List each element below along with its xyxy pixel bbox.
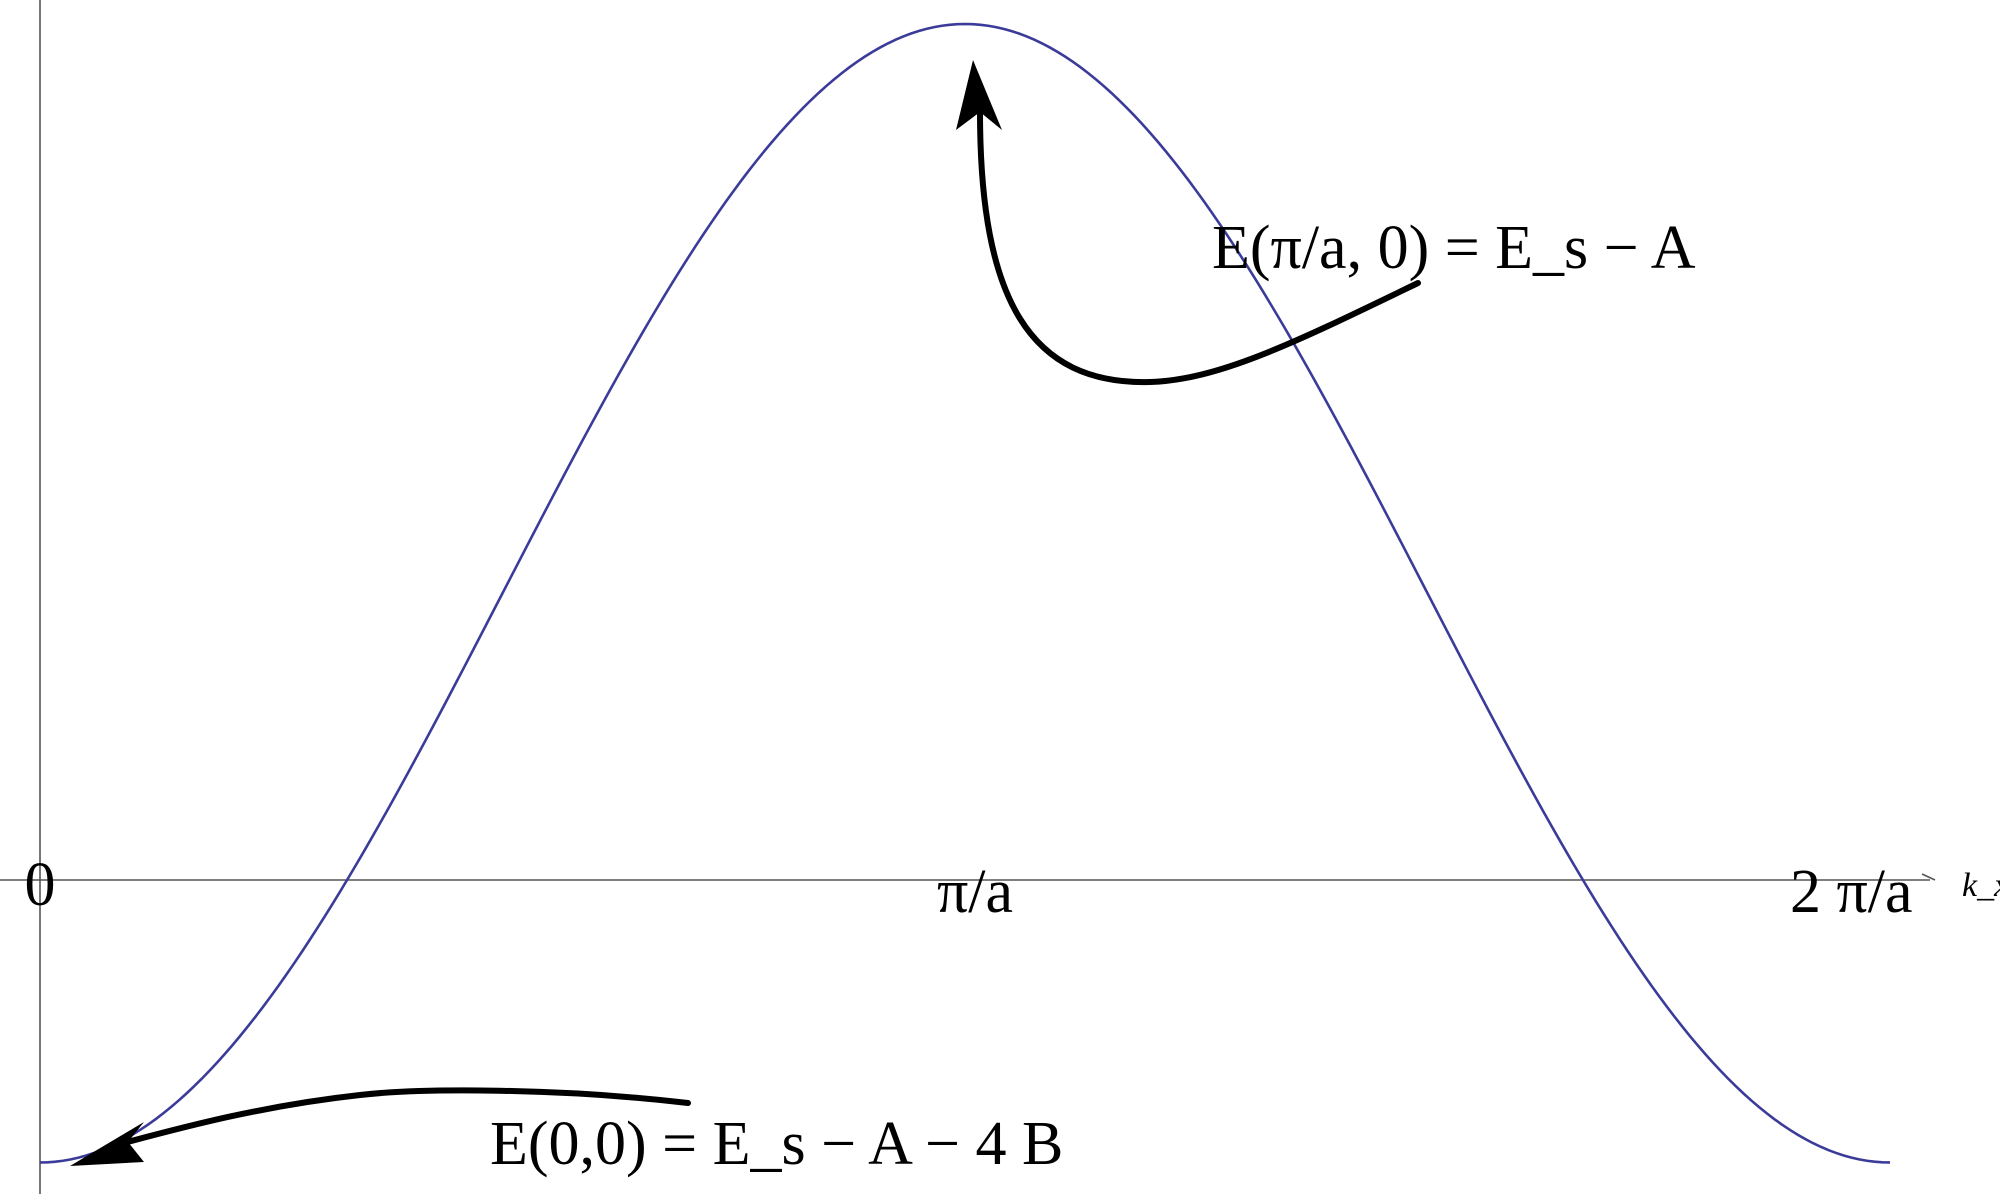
annotation-arrow-bottom — [117, 1087, 691, 1147]
annotation-text-bottom: E(0,0) = E_s − A − 4 B — [490, 1110, 1063, 1178]
x-tick-label-pi-over-a: π/a — [937, 858, 1013, 926]
x-tick-label-0: 0 — [25, 851, 56, 919]
annotation-text-top: E(π/a, 0) = E_s − A — [1212, 214, 1696, 282]
annotation-arrowhead-top — [956, 60, 1002, 130]
annotation-arrow-top — [977, 109, 1421, 386]
x-axis-label: k_x — [1962, 867, 2000, 904]
energy-band-curve — [39, 22, 1891, 1164]
x-tick-mark-end — [1921, 873, 1936, 881]
x-tick-label-2pi-over-a: 2 π/a — [1790, 858, 1913, 926]
annotation-arrowhead-bottom — [70, 1122, 144, 1166]
